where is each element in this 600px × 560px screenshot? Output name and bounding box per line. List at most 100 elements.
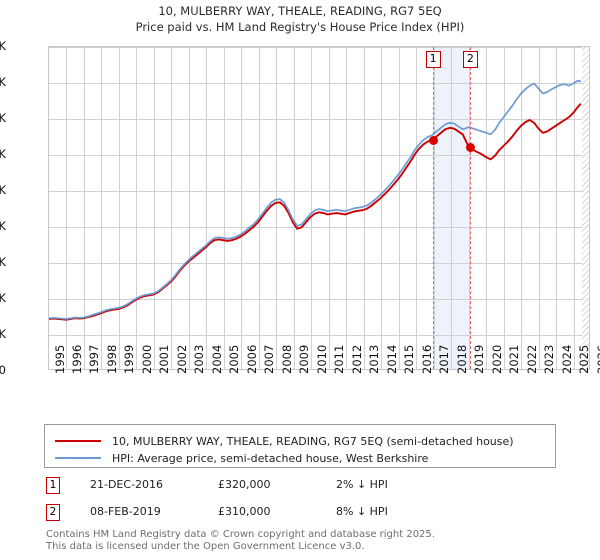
gridline-vertical (223, 47, 225, 369)
gridline-vertical (538, 47, 540, 369)
transaction-callout-box[interactable]: 2 (462, 51, 478, 69)
gridline-vertical (363, 47, 365, 369)
gridline-vertical (311, 47, 313, 369)
x-axis-tick-label: 2012 (349, 344, 364, 374)
x-axis-tick-label: 2022 (524, 344, 539, 374)
gridline-vertical (328, 47, 330, 369)
x-axis-tick-label: 2014 (384, 344, 399, 374)
y-axis-tick-label: £300K (0, 147, 6, 161)
gridline-vertical (83, 47, 85, 369)
legend-color-swatch (55, 440, 101, 442)
gridline-vertical (171, 47, 173, 369)
x-axis-tick-label: 2016 (419, 344, 434, 374)
x-axis-tick-label: 2008 (279, 344, 294, 374)
y-axis-tick-label: £250K (0, 183, 6, 197)
gridline-horizontal (49, 191, 589, 192)
x-axis-tick-label: 2018 (454, 344, 469, 374)
gridline-vertical (258, 47, 260, 369)
transaction-hpi-delta: 2% ↓ HPI (336, 478, 388, 491)
x-axis-tick-label: 2017 (437, 344, 452, 374)
hatched-future-region (582, 47, 589, 369)
gridline-vertical (293, 47, 295, 369)
gridline-horizontal (49, 119, 589, 120)
x-axis-tick-label: 2021 (507, 344, 522, 374)
x-axis-tick-label: 1995 (52, 344, 67, 374)
x-axis-tick-label: 2004 (209, 344, 224, 374)
x-axis-tick-label: 2024 (559, 344, 574, 374)
gridline-vertical (556, 47, 558, 369)
x-axis-tick-label: 2005 (227, 344, 242, 374)
chart-legend: 10, MULBERRY WAY, THEALE, READING, RG7 5… (44, 424, 556, 468)
y-axis-tick-label: £150K (0, 255, 6, 269)
gridline-vertical (118, 47, 120, 369)
x-axis-tick-label: 2013 (367, 344, 382, 374)
gridline-vertical (241, 47, 243, 369)
gridline-vertical (468, 47, 470, 369)
series-lines (49, 47, 589, 369)
gridline-vertical (136, 47, 138, 369)
x-axis-tick-label: 1999 (122, 344, 137, 374)
legend-label: HPI: Average price, semi-detached house,… (112, 451, 429, 465)
x-axis-tick-label: 2025 (577, 344, 592, 374)
y-axis-tick-label: £200K (0, 219, 6, 233)
transaction-index-badge: 2 (46, 504, 60, 521)
gridline-vertical (451, 47, 453, 369)
gridline-vertical (573, 47, 575, 369)
gridline-vertical (398, 47, 400, 369)
page-title: 10, MULBERRY WAY, THEALE, READING, RG7 5… (158, 4, 442, 18)
legend-label: 10, MULBERRY WAY, THEALE, READING, RG7 5… (112, 434, 514, 448)
transaction-hpi-delta: 8% ↓ HPI (336, 505, 388, 518)
gridline-vertical (66, 47, 68, 369)
transaction-callout-box[interactable]: 1 (425, 51, 441, 69)
gridline-horizontal (49, 227, 589, 228)
y-axis-tick-label: £0 (0, 363, 6, 377)
gridline-vertical (188, 47, 190, 369)
x-axis-tick-label: 2015 (402, 344, 417, 374)
gridline-horizontal (49, 47, 589, 48)
y-axis-tick-label: £400K (0, 75, 6, 89)
gridline-vertical (503, 47, 505, 369)
x-axis-tick-label: 1997 (87, 344, 102, 374)
footer-line-2: This data is licensed under the Open Gov… (46, 541, 365, 552)
transaction-row: 2 08-FEB-2019 £310,000 8% ↓ HPI (46, 504, 566, 524)
x-axis-tick-label: 2007 (262, 344, 277, 374)
transaction-date: 21-DEC-2016 (90, 478, 164, 491)
transaction-point-marker[interactable] (465, 143, 475, 153)
gridline-horizontal (49, 155, 589, 156)
gridline-vertical (416, 47, 418, 369)
transaction-point-marker[interactable] (428, 136, 438, 146)
gridline-vertical (101, 47, 103, 369)
gridline-horizontal (49, 263, 589, 264)
gridline-vertical (521, 47, 523, 369)
legend-color-swatch (55, 457, 101, 459)
x-axis-tick-label: 2001 (157, 344, 172, 374)
y-axis-tick-label: £50K (0, 327, 6, 341)
gridline-horizontal (49, 299, 589, 300)
gridline-horizontal (49, 335, 589, 336)
gridline-horizontal (49, 83, 589, 84)
chart-title-block: 10, MULBERRY WAY, THEALE, READING, RG7 5… (0, 3, 600, 35)
x-axis-tick-label: 2009 (297, 344, 312, 374)
x-axis-tick-label: 2020 (489, 344, 504, 374)
x-axis-tick-label: 2010 (314, 344, 329, 374)
hpi-average-line (49, 81, 580, 319)
x-axis-tick-label: 2023 (542, 344, 557, 374)
y-axis-tick-label: £100K (0, 291, 6, 305)
page-subtitle: Price paid vs. HM Land Registry's House … (135, 20, 465, 34)
transaction-dashed-line (433, 47, 435, 369)
x-axis-tick-label: 2019 (472, 344, 487, 374)
y-axis-tick-label: £350K (0, 111, 6, 125)
x-axis-tick-label: 1996 (69, 344, 84, 374)
gridline-vertical (346, 47, 348, 369)
gridline-vertical (206, 47, 208, 369)
gridline-vertical (381, 47, 383, 369)
transaction-price: £310,000 (218, 505, 271, 518)
transaction-date: 08-FEB-2019 (90, 505, 161, 518)
footer-attribution: Contains HM Land Registry data © Crown c… (46, 529, 586, 553)
x-axis-tick-label: 2000 (139, 344, 154, 374)
x-axis-tick-label: 1998 (104, 344, 119, 374)
transaction-index-badge: 1 (46, 477, 60, 494)
y-axis-tick-label: £450K (0, 39, 6, 53)
